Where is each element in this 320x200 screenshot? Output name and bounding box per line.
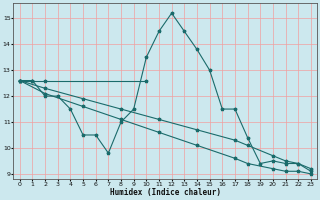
X-axis label: Humidex (Indice chaleur): Humidex (Indice chaleur) (110, 188, 221, 197)
